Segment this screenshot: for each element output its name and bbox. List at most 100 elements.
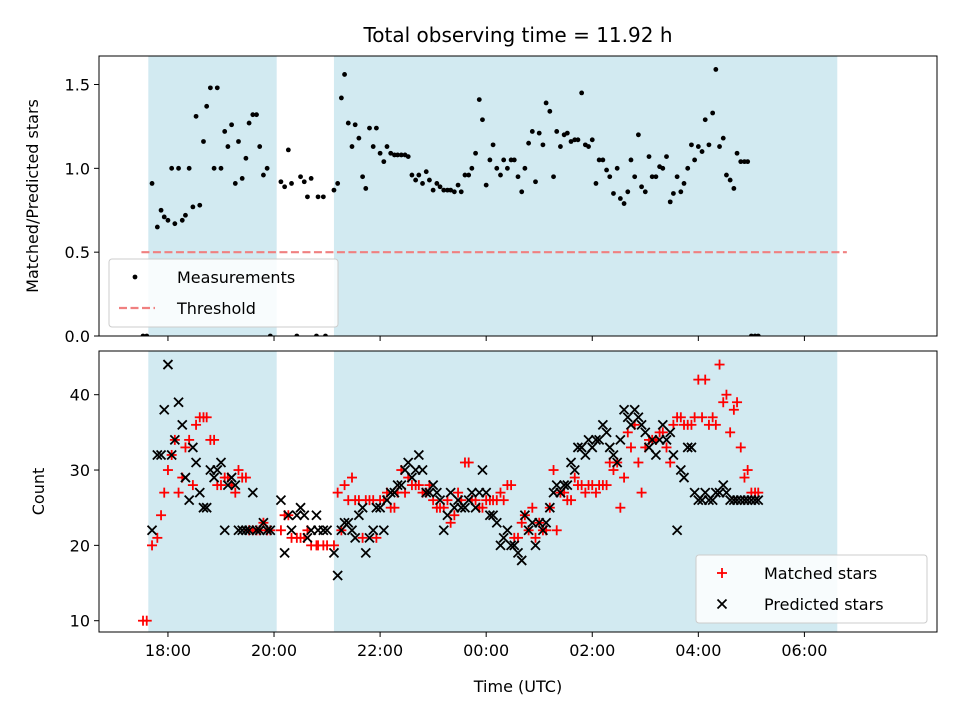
predicted-stars-point: [597, 419, 608, 430]
count-marks: [138, 359, 764, 626]
predicted-stars-point: [661, 434, 672, 446]
matched-stars-point: [615, 502, 626, 513]
predicted-stars-point: [187, 442, 199, 453]
predicted-stars-point: [601, 427, 612, 438]
measurements-point: [345, 120, 351, 126]
legend-box: [695, 554, 928, 624]
measurements-point: [738, 159, 744, 165]
matched-stars-point: [240, 472, 251, 483]
predicted-stars-point: [509, 540, 520, 551]
matched-stars-point: [742, 465, 753, 476]
predicted-stars-point: [283, 510, 294, 521]
predicted-stars-point: [636, 419, 647, 430]
predicted-stars-point: [318, 525, 329, 536]
predicted-stars-point: [146, 525, 158, 536]
x-tick-label: 18:00: [145, 641, 191, 660]
measurements-point: [257, 144, 263, 149]
measurements-point: [695, 144, 701, 149]
measurements-point: [476, 97, 482, 102]
predicted-stars-point: [417, 464, 428, 476]
predicted-stars-point: [731, 495, 743, 506]
matched-stars-point: [739, 472, 750, 483]
legend-marker-predicted: [716, 598, 728, 610]
measurements-point: [724, 172, 729, 178]
measurements-point: [315, 194, 321, 200]
predicted-stars-point: [364, 532, 375, 543]
matched-stars-point: [332, 487, 343, 498]
matched-stars-point: [209, 434, 220, 445]
measurements-point: [519, 189, 525, 195]
count-y-tick-label: 40: [70, 386, 90, 405]
legend-label: Predicted stars: [764, 595, 884, 614]
matched-stars-point: [590, 487, 601, 498]
matched-stars-point: [707, 412, 718, 423]
matched-stars-point: [633, 457, 644, 468]
predicted-stars-point: [328, 547, 340, 559]
predicted-stars-point: [608, 449, 619, 461]
measurements-point: [490, 142, 496, 148]
measurements-point: [229, 122, 234, 128]
measurements-point: [529, 129, 535, 134]
measurements-point: [642, 189, 648, 195]
predicted-stars-point: [371, 502, 382, 513]
measurements-point: [451, 189, 457, 195]
predicted-stars-point: [180, 472, 191, 483]
measurements-point: [681, 181, 687, 186]
measurements-point: [140, 333, 146, 336]
predicted-stars-point: [682, 442, 693, 453]
legend-box: [108, 258, 339, 328]
matched-stars-point: [548, 465, 559, 476]
measurements-point: [218, 165, 224, 171]
matched-stars-point: [530, 532, 541, 543]
measurements-point: [144, 333, 150, 336]
matched-stars-point: [230, 487, 241, 498]
predicted-stars-point: [431, 487, 442, 498]
ratio-marks: [140, 67, 847, 336]
matched-stars-point: [580, 487, 591, 498]
matched-stars-point: [357, 532, 368, 543]
x-tick-label: 02:00: [569, 641, 615, 660]
matched-stars-point: [191, 419, 202, 430]
matched-stars-point: [697, 412, 708, 423]
predicted-stars-point: [413, 449, 424, 461]
matched-stars-point: [156, 510, 167, 521]
measurements-point: [384, 144, 390, 149]
predicted-stars-point: [647, 434, 658, 446]
ratio-y-tick-label: 1.5: [65, 76, 90, 95]
measurements-point: [413, 177, 419, 183]
matched-stars-point: [735, 442, 746, 453]
measurements-point: [646, 154, 652, 159]
matched-stars-point: [159, 487, 170, 498]
matched-stars-point: [718, 397, 729, 408]
matched-stars-point: [527, 502, 538, 513]
measurements-point: [473, 150, 478, 156]
measurements-point: [338, 95, 344, 101]
predicted-stars-point: [742, 495, 753, 506]
measurements-point: [172, 221, 178, 227]
measurements-point: [405, 154, 411, 159]
measurements-point: [635, 132, 641, 138]
predicted-stars-point: [477, 464, 488, 476]
measurements-point: [639, 184, 644, 190]
predicted-stars-point: [459, 502, 471, 513]
predicted-stars-point: [523, 525, 534, 536]
measurements-point: [607, 174, 613, 180]
measurements-point: [554, 129, 560, 134]
measurements-point: [699, 149, 705, 154]
measurements-point: [161, 214, 167, 220]
measurements-point: [614, 165, 620, 171]
predicted-stars-point: [230, 479, 241, 491]
predicted-stars-point: [612, 457, 623, 468]
matched-stars-point: [147, 540, 158, 551]
x-tick-label: 06:00: [781, 641, 827, 660]
measurements-point: [586, 144, 591, 149]
count-y-tick-label: 20: [70, 536, 90, 555]
measurements-point: [600, 157, 606, 163]
measurements-point: [720, 135, 726, 141]
measurements-point: [689, 142, 694, 148]
measurements-point: [204, 103, 210, 109]
predicted-stars-point: [537, 525, 549, 536]
measurements-point: [504, 165, 510, 171]
measurements-point: [154, 224, 160, 230]
measurements-point: [314, 333, 319, 336]
